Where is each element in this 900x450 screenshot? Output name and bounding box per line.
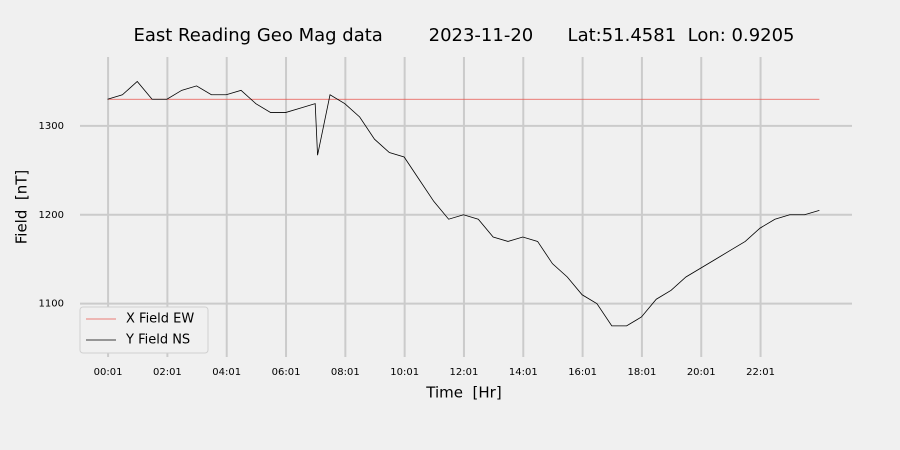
y-axis-label: Field [nT] [13,170,31,245]
x-tick-label: 16:01 [568,367,597,378]
x-axis-label: Time [Hr] [425,384,501,402]
legend-label: Y Field NS [125,333,190,348]
x-tick-label: 10:01 [390,367,419,378]
legend-label: X Field EW [126,312,194,327]
data-line [107,80,820,327]
chart-title: East Reading Geo Mag data 2023-11-20 Lat… [133,25,794,46]
x-tick-label: 22:01 [746,367,775,378]
y-tick-label: 1200 [39,210,64,221]
x-tick-label: 12:01 [450,367,479,378]
x-tick-label: 00:01 [94,367,123,378]
x-tick-label: 08:01 [331,367,360,378]
x-tick-label: 14:01 [509,367,538,378]
x-tick-label: 04:01 [212,367,241,378]
y-tick-label: 1100 [39,299,64,310]
x-tick-label: 06:01 [272,367,301,378]
y-tick-label: 1300 [39,121,64,132]
legend-box [79,306,209,354]
x-tick-label: 18:01 [628,367,657,378]
x-tick-label: 02:01 [153,367,182,378]
x-tick-label: 20:01 [687,367,716,378]
